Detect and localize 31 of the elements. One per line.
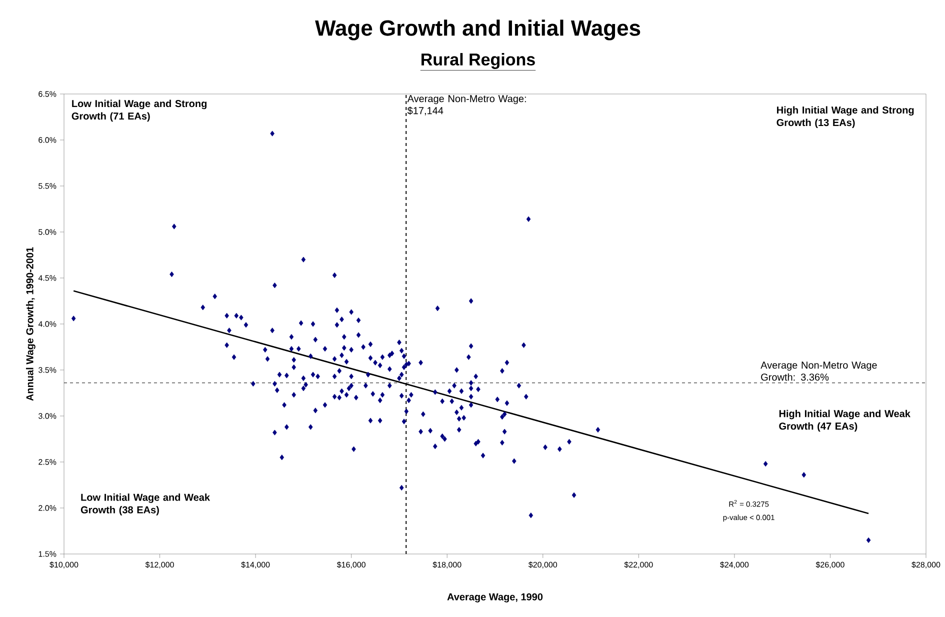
y-tick-label: 3.0%	[38, 413, 56, 419]
ref-line-label: Average Non-Metro Wage: $17,144	[407, 95, 526, 116]
x-tick-label: $12,000	[145, 562, 174, 568]
y-tick-label: 2.0%	[38, 505, 56, 511]
annotation: High Initial Wage and Strong Growth (13 EAs)	[776, 106, 914, 128]
y-tick-label: 4.0%	[38, 321, 56, 327]
x-tick-label: $20,000	[528, 562, 558, 568]
y-axis-title: Annual Wage Growth, 1990-2001	[26, 247, 36, 401]
x-tick-label: $26,000	[816, 562, 844, 568]
ref-line-label: Average Non-Metro Wage Growth: 3.36%	[760, 362, 877, 381]
y-tick-label: 6.5%	[38, 91, 56, 97]
x-axis-title: Average Wage, 1990	[447, 593, 543, 602]
y-tick-label: 2.5%	[38, 459, 56, 465]
x-tick-label: $24,000	[720, 562, 749, 568]
annotation: Low Initial Wage and Strong Growth (71 EAs)	[72, 100, 207, 122]
x-tick-label: $22,000	[624, 562, 653, 568]
x-tick-label: $16,000	[336, 562, 366, 568]
x-tick-label: $28,000	[912, 562, 940, 568]
y-tick-label: 5.5%	[38, 183, 56, 189]
x-tick-label: $14,000	[241, 562, 270, 568]
y-tick-label: 6.0%	[38, 137, 56, 143]
y-tick-label: 1.5%	[38, 551, 56, 557]
x-tick-label: $10,000	[50, 562, 78, 568]
y-tick-label: 3.5%	[38, 367, 56, 373]
x-tick-label: $18,000	[432, 562, 462, 568]
annotation: High Initial Wage and Weak Growth (47 EAs)	[779, 410, 910, 432]
chart-title: Wage Growth and Initial Wages	[315, 20, 640, 40]
y-tick-label: 5.0%	[38, 229, 56, 235]
annotation: Low Initial Wage and Weak Growth (38 EAs)	[80, 494, 210, 516]
chart-subtitle: Rural Regions	[422, 53, 535, 69]
y-tick-label: 4.5%	[38, 275, 56, 281]
